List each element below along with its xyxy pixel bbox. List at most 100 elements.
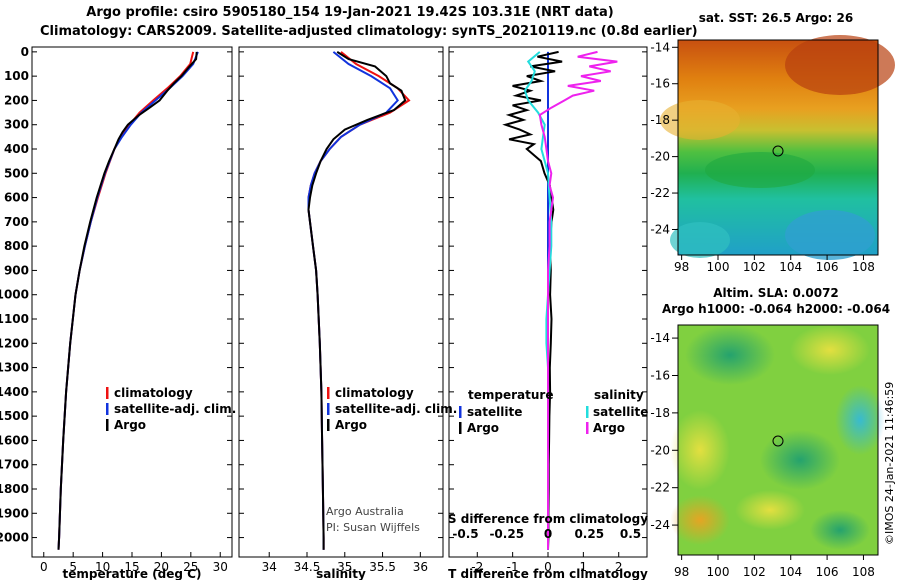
- depth-tick-label: 0: [21, 45, 29, 59]
- title-line-2: Climatology: CARS2009. Satellite-adjuste…: [40, 24, 698, 39]
- x-axis-label: T difference from climatology: [448, 567, 648, 580]
- series-group-difference: [502, 50, 618, 550]
- series-line-temperature-2: [57, 51, 198, 550]
- diff-legend-temp-swatch-1: [459, 422, 462, 434]
- lon-tick-label-sla: 98: [674, 565, 689, 579]
- sla-map-title-1: Altim. SLA: 0.0072: [713, 286, 839, 300]
- s-diff-tick-label: 0: [544, 527, 552, 541]
- x-tick-label: -1: [507, 560, 519, 574]
- depth-tick-label: 100: [4, 69, 29, 83]
- sst-map: [660, 35, 895, 260]
- s-diff-tick-label: 0.5: [620, 527, 641, 541]
- depth-tick-label: 400: [4, 142, 29, 156]
- depth-tick-label: 1700: [0, 458, 29, 472]
- legend-swatch-temperature-0: [106, 387, 109, 399]
- depth-tick-label: 1400: [0, 385, 29, 399]
- x-tick-label: 25: [183, 560, 198, 574]
- credit-line-1: Argo Australia: [326, 505, 404, 518]
- depth-tick-label: 300: [4, 118, 29, 132]
- series-group-salinity: [307, 51, 411, 550]
- panel-salinity: 34 34.5 35 35.5 36 salinity: [238, 46, 444, 580]
- x-tick-label: 10: [95, 560, 110, 574]
- x-axis-label: salinity: [316, 567, 366, 580]
- x-axis-label: temperature (deg C): [63, 567, 202, 580]
- diff-legend-sal-swatch-1: [586, 422, 589, 434]
- x-tick-label: 30: [213, 560, 228, 574]
- series-line-difference-1: [502, 50, 563, 550]
- s-diff-tick-label: -0.25: [489, 527, 524, 541]
- legend-label-temperature-2: Argo: [114, 418, 146, 432]
- lon-tick-label-sst: 102: [743, 260, 766, 274]
- x-tick-label: 0: [544, 560, 552, 574]
- depth-tick-label: 1900: [0, 506, 29, 520]
- legend-label-temperature-0: climatology: [114, 386, 193, 400]
- x-tick-label: 34.5: [294, 560, 321, 574]
- diff-legend-sal-swatch-0: [586, 406, 589, 418]
- lat-tick-label-sst: -20: [650, 150, 670, 164]
- depth-tick-label: 1000: [0, 288, 29, 302]
- legend-label-salinity-0: climatology: [335, 386, 414, 400]
- depth-tick-label: 1100: [0, 312, 29, 326]
- x-tick-label: 20: [154, 560, 169, 574]
- legend-label-salinity-1: satellite-adj. clim.: [335, 402, 457, 416]
- lon-tick-label-sla: 102: [743, 565, 766, 579]
- lat-tick-label-sst: -22: [650, 186, 670, 200]
- argo-float-marker-sla: [772, 435, 784, 447]
- depth-tick-label: 1500: [0, 409, 29, 423]
- x-tick-label: 15: [124, 560, 139, 574]
- lon-tick-label-sla: 104: [779, 565, 802, 579]
- lat-tick-label-sst: -14: [650, 40, 670, 54]
- diff-legend-temp-swatch-0: [459, 406, 462, 418]
- legend-swatch-salinity-0: [327, 387, 330, 399]
- lat-tick-label-sla: -16: [650, 368, 670, 382]
- s-diff-tick-label: 0.25: [574, 527, 604, 541]
- diff-legend-sal-head: salinity: [594, 388, 644, 402]
- lat-tick-label-sla: -14: [650, 331, 670, 345]
- lat-tick-label-sla: -20: [650, 443, 670, 457]
- legend-label-salinity-2: Argo: [335, 418, 367, 432]
- x-tick-label: 0: [40, 560, 48, 574]
- depth-tick-label: 200: [4, 93, 29, 107]
- depth-tick-label: 500: [4, 166, 29, 180]
- depth-tick-label: 2000: [0, 531, 29, 545]
- sla-map: [670, 324, 885, 556]
- x-tick-label: 35.5: [369, 560, 396, 574]
- diff-legend-temp-item-1: Argo: [467, 421, 499, 435]
- series-group-temperature: [57, 51, 199, 550]
- panel-frame-salinity: [238, 46, 444, 558]
- series-line-difference-3: [538, 50, 618, 550]
- depth-tick-label: 800: [4, 239, 29, 253]
- x-tick-label: -2: [471, 560, 483, 574]
- lat-tick-label-sst: -24: [650, 222, 670, 236]
- lon-tick-label-sst: 98: [674, 260, 689, 274]
- x-tick-label: 35: [337, 560, 352, 574]
- depth-tick-label: 900: [4, 263, 29, 277]
- depth-tick-label: 600: [4, 191, 29, 205]
- legend-label-temperature-1: satellite-adj. clim.: [114, 402, 236, 416]
- lat-tick-label-sst: -16: [650, 77, 670, 91]
- x-tick-label: 36: [413, 560, 428, 574]
- diff-legend-sal-item-1: Argo: [593, 421, 625, 435]
- legend-swatch-salinity-2: [327, 419, 330, 431]
- argo-float-marker: [772, 145, 784, 157]
- title-line-1: Argo profile: csiro 5905180_154 19-Jan-2…: [86, 5, 614, 20]
- x-tick-label: 2: [615, 560, 623, 574]
- series-line-salinity-2: [307, 51, 407, 550]
- legend-swatch-salinity-1: [327, 403, 330, 415]
- x-tick-label: 34: [262, 560, 277, 574]
- lon-tick-label-sst: 100: [707, 260, 730, 274]
- depth-tick-label: 1300: [0, 361, 29, 375]
- sla-map-title-2: Argo h1000: -0.064 h2000: -0.064: [662, 302, 890, 316]
- s-diff-label: S difference from climatology: [448, 512, 648, 526]
- diff-legend-temp-head: temperature: [468, 388, 553, 402]
- legend-swatch-temperature-1: [106, 403, 109, 415]
- lon-tick-label-sla: 108: [852, 565, 875, 579]
- lat-tick-label-sla: -22: [650, 481, 670, 495]
- diff-legend-sal-item-0: satellite: [593, 405, 648, 419]
- panel-temperature: 0100200300400500600700800900100011001200…: [0, 45, 233, 580]
- depth-tick-label: 1800: [0, 482, 29, 496]
- x-tick-label: 1: [580, 560, 588, 574]
- panel-frame-temperature: [31, 46, 233, 558]
- diff-legend-temp-item-0: satellite: [467, 405, 522, 419]
